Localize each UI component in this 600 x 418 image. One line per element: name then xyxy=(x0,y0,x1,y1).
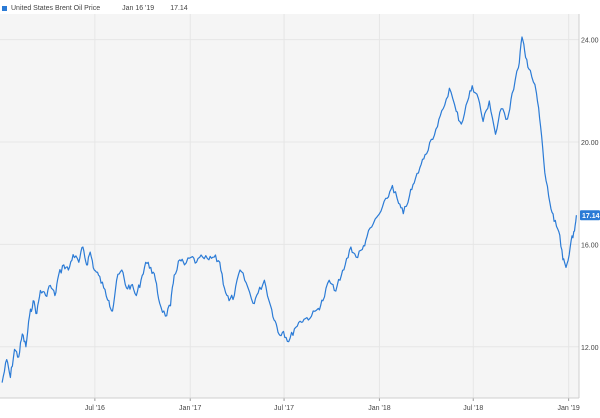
x-tick-label: Jan '17 xyxy=(179,405,201,412)
legend-series-name: United States Brent Oil Price xyxy=(11,4,101,12)
x-tick-label: Jul '17 xyxy=(274,405,294,412)
legend-swatch xyxy=(2,5,7,11)
x-tick-label: Jan '19 xyxy=(557,405,579,412)
current-value-badge xyxy=(580,210,600,221)
y-tick-label: 24.00 xyxy=(581,38,599,45)
series-line xyxy=(1,36,577,383)
legend-date: Jan 16 '19 xyxy=(122,4,155,12)
current-value-label: 17.14 xyxy=(582,213,600,220)
x-tick-label: Jul '16 xyxy=(85,405,105,412)
x-tick-label: Jul '18 xyxy=(463,405,483,412)
legend-value: 17.14 xyxy=(170,4,188,12)
plot-area xyxy=(0,14,579,398)
legend: United States Brent Oil Price Jan 16 '19… xyxy=(2,2,188,14)
y-tick-label: 12.00 xyxy=(581,345,599,352)
y-tick-label: 20.00 xyxy=(581,140,599,147)
y-tick-label: 16.00 xyxy=(581,242,599,249)
x-tick-label: Jan '18 xyxy=(368,405,390,412)
